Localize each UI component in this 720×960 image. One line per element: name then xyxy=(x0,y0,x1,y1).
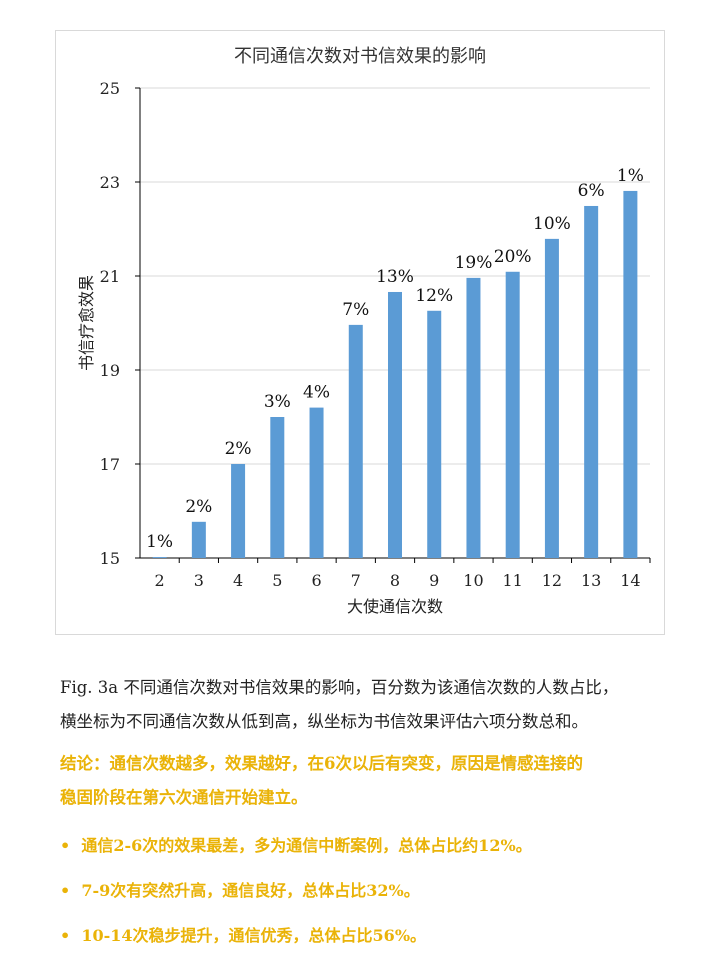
bar xyxy=(388,291,402,558)
data-label: 7% xyxy=(342,300,369,320)
x-axis-title: 大使通信次数 xyxy=(347,597,443,616)
bar-chart: 不同通信次数对书信效果的影响 15 17 19 21 23 25 2 1% 3 2% 4 2% 5 3% 6 4… xyxy=(77,46,651,616)
bullet-dot-icon: • xyxy=(60,926,82,945)
y-tick-label: 17 xyxy=(100,455,120,474)
conclusion-line-2: 稳固阶段在第六次通信开始建立。 xyxy=(60,788,308,807)
x-tick-label: 11 xyxy=(503,571,523,590)
bullet-dot-icon: • xyxy=(60,881,82,900)
chart-title: 不同通信次数对书信效果的影响 xyxy=(234,46,486,67)
data-label: 13% xyxy=(376,267,414,287)
bar xyxy=(466,277,481,558)
conclusion-line-1: 结论：通信次数越多，效果越好，在6次以后有突变，原因是情感连接的 xyxy=(60,754,583,773)
data-label: 2% xyxy=(225,439,252,459)
x-tick-label: 8 xyxy=(390,571,400,590)
bullet-dot-icon: • xyxy=(60,836,82,855)
data-label: 3% xyxy=(264,392,291,412)
bar xyxy=(544,238,559,558)
x-tick-label: 9 xyxy=(429,571,439,590)
y-tick-label: 19 xyxy=(100,361,120,380)
y-tick-label: 21 xyxy=(100,267,120,286)
x-tick-label: 2 xyxy=(155,571,165,590)
bullet-item: • 7-9次有突然升高，通信良好，总体占比32%。 xyxy=(60,881,420,900)
bullet-item: • 通信2-6次的效果最差，多为通信中断案例，总体占比约12%。 xyxy=(60,836,532,855)
y-tick-label: 23 xyxy=(100,173,120,192)
data-label: 12% xyxy=(415,286,453,306)
bar xyxy=(152,557,167,558)
bar xyxy=(427,310,442,558)
bar xyxy=(270,417,285,558)
caption-line-2: 横坐标为不同通信次数从低到高，纵坐标为书信效果评估六项分数总和。 xyxy=(60,712,588,731)
x-tick-label: 14 xyxy=(620,571,640,590)
data-label: 19% xyxy=(455,253,493,273)
data-label: 10% xyxy=(533,214,571,234)
x-tick-label: 3 xyxy=(194,571,204,590)
bar xyxy=(309,407,324,558)
data-label: 1% xyxy=(617,166,644,186)
x-tick-label: 6 xyxy=(311,571,321,590)
data-label: 20% xyxy=(494,247,532,267)
x-tick-label: 5 xyxy=(272,571,282,590)
x-tick-label: 7 xyxy=(351,571,361,590)
bar xyxy=(584,205,599,558)
bar xyxy=(348,324,363,558)
data-label: 6% xyxy=(578,181,605,201)
bar xyxy=(623,190,638,558)
bar xyxy=(505,271,520,558)
y-tick-label: 15 xyxy=(100,549,120,568)
x-tick-label: 13 xyxy=(581,571,601,590)
x-tick-label: 4 xyxy=(233,571,243,590)
bar xyxy=(231,464,246,558)
x-tick-label: 10 xyxy=(463,571,483,590)
y-tick-label: 25 xyxy=(100,79,120,98)
data-label: 1% xyxy=(146,532,173,552)
data-label: 2% xyxy=(185,497,212,517)
caption-line-1: Fig. 3a 不同通信次数对书信效果的影响，百分数为该通信次数的人数占比， xyxy=(60,678,619,697)
data-label: 4% xyxy=(303,383,330,403)
bullet-item: • 10-14次稳步提升，通信优秀，总体占比56%。 xyxy=(60,926,427,945)
x-tick-label: 12 xyxy=(542,571,562,590)
bar xyxy=(191,521,206,558)
y-axis-title: 书信疗愈效果 xyxy=(77,275,96,371)
chart-container xyxy=(55,30,665,635)
